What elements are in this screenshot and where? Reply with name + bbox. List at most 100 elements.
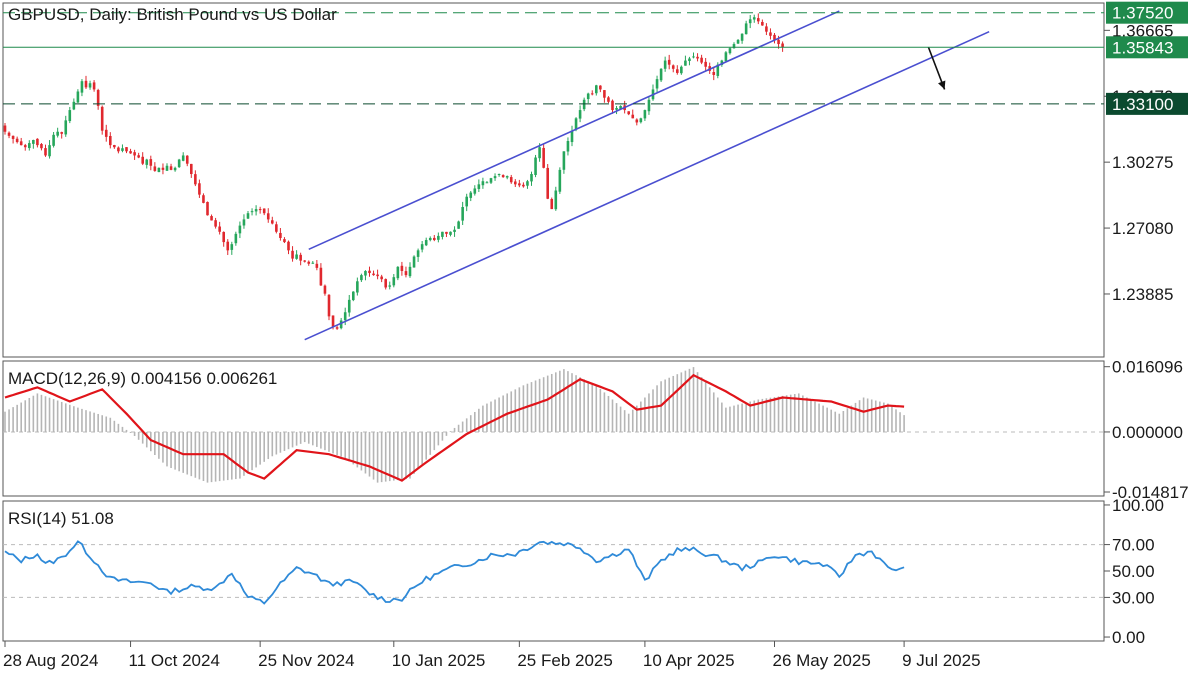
date-tick-label: 10 Jan 2025 [392,651,486,670]
candle-bear [129,151,132,154]
rsi-panel: 100.00 70.00 50.00 30.00 0.00 RSI(14) 51.08 [2,496,1164,647]
candle-bull [181,155,185,161]
candle-bull [234,233,238,244]
price-tag-label: 1.33100 [1112,95,1173,114]
candle-bull [748,19,752,24]
candle-bear [603,90,606,98]
candle-bull [538,147,541,159]
candle-bull [428,237,432,241]
candle-bull [230,244,234,250]
price-tick-label: 1.27080 [1112,219,1173,238]
candle-bull [165,165,169,171]
candle-bear [514,181,517,185]
candle-bear [335,327,339,329]
candle-bull [388,285,392,287]
price-tag-label: 1.35843 [1112,38,1173,57]
candle-bull [311,262,315,264]
macd-tick-label: 0.016096 [1112,358,1183,377]
candle-bear [611,100,614,111]
candle-bear [319,267,323,286]
candle-bull [469,192,473,198]
candle-bear [315,263,319,268]
candle-bull [250,211,254,213]
candle-bull [530,174,533,182]
candle-bull [177,159,181,168]
candle-bull [242,219,246,226]
candle-bear [696,56,699,59]
candle-bear [279,232,282,238]
candle-bull [347,299,351,313]
date-tick-label: 10 Apr 2025 [643,651,735,670]
candle-bear [631,114,635,119]
candle-bull [615,108,618,110]
candle-bull [639,118,643,123]
rsi-line [4,540,905,605]
candle-bull [157,167,161,173]
candle-bear [542,147,545,168]
candle-bull [408,266,412,277]
candle-bear [11,135,15,139]
candle-bear [287,241,290,251]
candle-bull [493,176,497,179]
date-tick-label: 11 Oct 2024 [129,651,220,670]
rsi-tick-label: 70.00 [1112,536,1155,555]
candle-bull [449,231,452,235]
candle-bull [732,44,736,49]
rsi-path [4,540,905,605]
rsi-tick-label: 100.00 [1112,496,1164,515]
candle-bull [364,270,367,276]
candle-bear [104,129,108,137]
candle-bear [761,21,764,26]
candle-bear [271,220,274,224]
candle-bear [194,174,197,185]
candle-bull [437,235,440,240]
candle-bear [433,237,436,241]
price-tick-label: 1.36665 [1112,21,1173,40]
candle-bear [92,82,96,90]
chart-title: GBPUSD, Daily: British Pound vs US Dolla… [8,5,337,24]
candle-bull [562,151,566,170]
date-tick-label: 26 May 2025 [773,651,871,670]
candle-bull [52,134,55,146]
candle-bull [752,17,756,20]
candle-bull [80,81,84,93]
candle-bear [44,148,47,156]
candle-bull [412,256,416,268]
candle-bull [736,39,740,44]
candle-bear [769,32,772,36]
candle-bull [655,79,659,89]
candle-bear [133,152,136,156]
candle-bull [416,250,420,257]
candle-bear [590,93,594,95]
candle-bear [765,26,768,32]
candle-bear [712,72,716,75]
candle-bull [534,157,537,175]
price-channel [304,10,990,341]
candle-bull [659,68,663,81]
candle-bear [153,166,157,171]
candle-bear [307,261,311,264]
macd-signal-line [4,373,905,482]
candle-bull [554,190,558,210]
candle-bear [218,226,221,232]
candle-bear [206,201,209,216]
candle-bull [420,244,424,250]
candle-bear [141,156,144,164]
candle-bull [238,225,242,234]
channel-lower-line [304,30,990,341]
candle-bear [368,270,371,274]
candle-bull [246,213,250,219]
candle-bull [76,91,80,103]
candle-bull [424,240,428,246]
candle-bear [84,80,88,88]
candle-bull [48,145,51,157]
candle-bear [60,132,63,134]
candle-bear [323,285,327,294]
candle-bull [574,118,578,130]
candle-bull [56,131,59,136]
candle-bear [773,34,776,40]
candle-bear [376,274,379,277]
candle-bull [481,181,485,186]
